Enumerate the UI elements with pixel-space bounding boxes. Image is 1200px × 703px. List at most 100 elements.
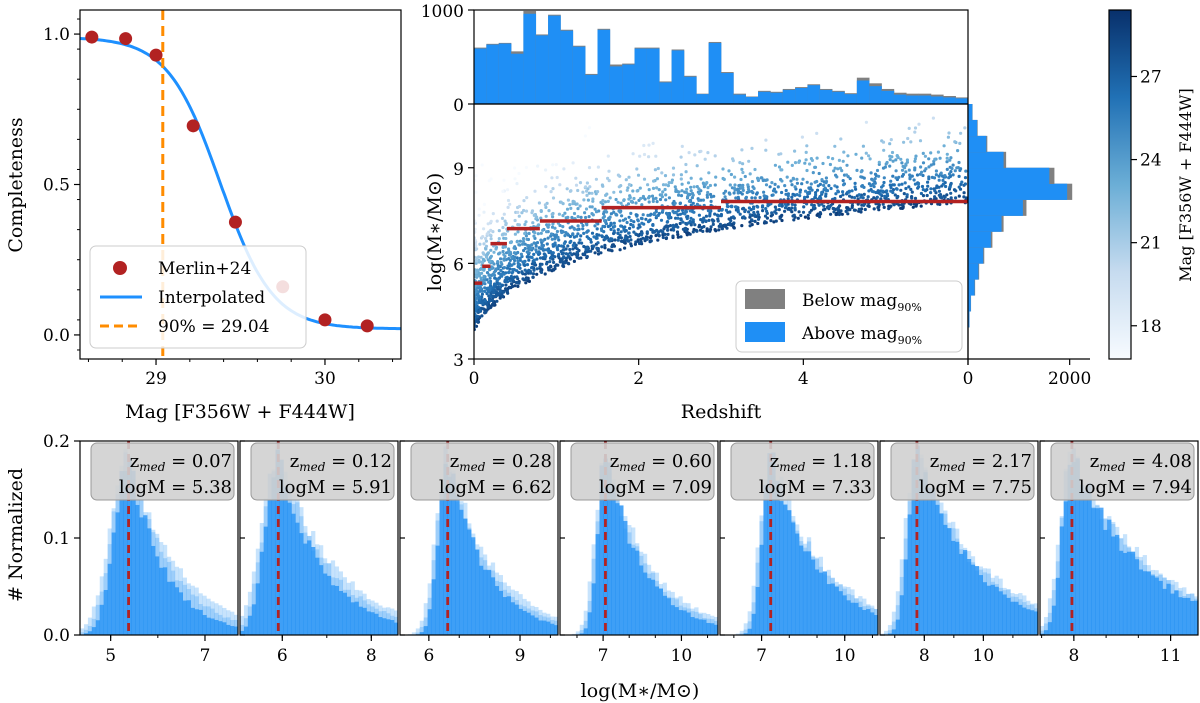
galaxy-point xyxy=(672,225,676,229)
galaxy-point xyxy=(821,161,825,166)
mass-distribution-bar xyxy=(174,587,180,635)
mass-distribution-bar xyxy=(546,613,551,635)
mass-distribution-bar xyxy=(80,628,85,635)
mass-distribution-bar xyxy=(490,577,496,635)
galaxy-point xyxy=(577,241,581,245)
galaxy-point xyxy=(531,272,536,276)
mass-distribution-bar xyxy=(370,612,375,635)
galaxy-point xyxy=(667,181,671,185)
galaxy-point xyxy=(589,249,593,253)
mass-distribution-bar xyxy=(654,572,660,635)
mass-distribution-bar xyxy=(439,493,444,635)
galaxy-point xyxy=(756,213,761,217)
galaxy-point xyxy=(480,292,484,296)
galaxy-point xyxy=(475,268,480,272)
mass-distribution-bar xyxy=(1170,579,1175,635)
galaxy-point xyxy=(615,213,619,217)
galaxy-point xyxy=(513,218,517,223)
galaxy-point xyxy=(639,196,643,201)
mass-distribution-bar xyxy=(966,550,972,635)
mass-distribution-bar xyxy=(1067,451,1072,635)
mass-distribution-bar xyxy=(1075,460,1080,635)
galaxy-point xyxy=(654,154,658,158)
galaxy-point xyxy=(503,219,507,223)
galaxy-point xyxy=(844,209,848,213)
galaxy-point xyxy=(900,203,904,207)
mass-distribution-bar xyxy=(222,617,227,635)
mass-distribution-bar xyxy=(998,587,1003,635)
galaxy-point xyxy=(936,150,941,154)
galaxy-point xyxy=(905,158,910,162)
galaxy-point xyxy=(714,229,718,233)
galaxy-point xyxy=(566,215,570,219)
legend-above-swatch xyxy=(745,322,785,342)
galaxy-point xyxy=(832,207,836,211)
galaxy-point xyxy=(591,213,595,217)
mass-distribution-bar xyxy=(471,539,476,635)
galaxy-point xyxy=(627,183,632,187)
galaxy-point xyxy=(656,166,660,171)
colorbar-tick-label: 21 xyxy=(1140,234,1162,254)
mass-distribution-bar xyxy=(642,572,648,635)
galaxy-point xyxy=(740,167,744,171)
mass-distribution-bar xyxy=(542,616,547,635)
galaxy-point xyxy=(551,251,555,255)
mass-distribution-bar xyxy=(358,590,363,635)
galaxy-point xyxy=(864,151,868,155)
galaxy-point xyxy=(474,227,477,231)
mass-distribution-bar xyxy=(479,565,484,635)
mass-distribution-bar xyxy=(1026,604,1031,635)
mass-distribution-bar xyxy=(1122,544,1128,635)
mass-distribution-bar xyxy=(670,591,675,635)
galaxy-point xyxy=(679,177,683,181)
galaxy-point xyxy=(933,189,937,193)
galaxy-point xyxy=(544,205,548,209)
redshift-bar-above xyxy=(572,46,586,104)
mass-distribution-bar xyxy=(522,598,527,635)
redshift-bar-above xyxy=(955,98,969,104)
completeness-xlabel: Mag [F356W + F444W] xyxy=(125,401,355,423)
redshift-bar-above xyxy=(474,48,487,104)
galaxy-point xyxy=(495,293,499,297)
galaxy-point xyxy=(706,151,710,155)
mass-distribution-bar xyxy=(439,489,444,635)
galaxy-point xyxy=(513,284,517,288)
mass-distribution-bar xyxy=(226,610,231,635)
galaxy-point xyxy=(585,223,589,227)
mass-distribution-bar xyxy=(994,583,999,635)
galaxy-point xyxy=(532,213,536,217)
galaxy-point xyxy=(537,201,542,205)
mass-distribution-bar xyxy=(611,484,616,635)
galaxy-point xyxy=(666,220,670,224)
galaxy-point xyxy=(496,260,500,264)
galaxy-point xyxy=(507,285,511,289)
mass-distribution-bar xyxy=(291,513,296,635)
mass-distribution-bar xyxy=(247,615,253,635)
galaxy-point xyxy=(837,212,842,217)
galaxy-point xyxy=(921,161,926,165)
mass-distribution-bar xyxy=(962,547,968,635)
completeness-ticks: 29 300.00.51.0 xyxy=(43,18,394,389)
galaxy-point xyxy=(585,230,589,234)
mass-distribution-bar xyxy=(810,556,816,635)
mass-distribution-bar xyxy=(646,573,652,635)
galaxy-point xyxy=(556,263,560,267)
galaxy-point xyxy=(532,258,536,262)
galaxy-point xyxy=(811,171,815,175)
completeness-panel: 29 300.00.51.0 Completeness Mag [F356W + … xyxy=(5,9,402,423)
mass-distribution-bar xyxy=(587,600,592,635)
logm-label: logM = 7.33 xyxy=(759,477,872,498)
mass-distribution-bar xyxy=(1138,556,1143,635)
mass-distribution-bar xyxy=(895,605,901,635)
galaxy-point xyxy=(885,189,889,193)
galaxy-point xyxy=(676,235,680,239)
mass-distribution-bar xyxy=(891,629,897,635)
mass-distribution-bar xyxy=(358,606,363,635)
mass-distribution-bar xyxy=(1111,536,1116,635)
mass-distribution-bar xyxy=(350,602,355,635)
redshift-bar-above xyxy=(869,86,882,104)
galaxy-point xyxy=(667,196,672,200)
galaxy-point xyxy=(909,187,913,191)
mass-distribution-bar xyxy=(743,633,748,635)
